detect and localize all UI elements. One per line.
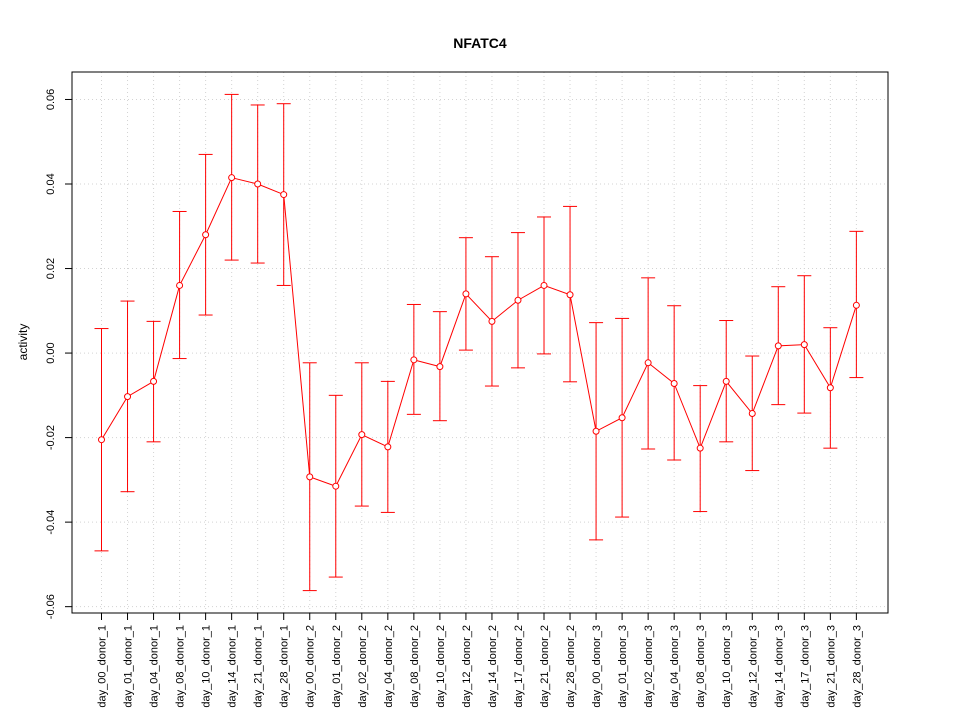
data-point <box>124 393 132 401</box>
x-tick-label: day_02_donor_3 <box>643 625 655 708</box>
y-tick-label: -0.04 <box>45 510 57 535</box>
data-point <box>670 379 678 387</box>
data-point <box>566 291 574 299</box>
y-tick-label: 0.06 <box>45 89 57 110</box>
x-tick-label: day_04_donor_2 <box>383 625 395 708</box>
x-tick-label: day_00_donor_3 <box>591 625 603 708</box>
data-point <box>384 443 392 451</box>
x-tick-label: day_01_donor_1 <box>123 625 135 708</box>
y-axis-label: activity <box>16 324 30 361</box>
x-tick-label: day_12_donor_2 <box>461 625 473 708</box>
y-tick-label: 0.02 <box>45 258 57 279</box>
x-tick-label: day_10_donor_2 <box>435 625 447 708</box>
x-tick-label: day_08_donor_3 <box>695 625 707 708</box>
error-bars <box>94 93 864 592</box>
x-tick-label: day_28_donor_1 <box>279 625 291 708</box>
x-tick-label: day_00_donor_2 <box>305 625 317 708</box>
data-point <box>618 414 626 422</box>
data-point <box>748 410 756 418</box>
data-point <box>254 180 262 188</box>
data-point <box>852 301 860 309</box>
y-tick-label: 0.00 <box>45 342 57 363</box>
y-tick-label: -0.06 <box>45 594 57 619</box>
x-tick-label: day_21_donor_2 <box>539 625 551 708</box>
data-point <box>826 384 834 392</box>
grid <box>72 72 888 613</box>
data-point <box>202 231 210 239</box>
y-tick-label: -0.02 <box>45 425 57 450</box>
x-tick-label: day_02_donor_2 <box>357 625 369 708</box>
x-tick-label: day_04_donor_1 <box>149 625 161 708</box>
x-tick-label: day_01_donor_3 <box>617 625 629 708</box>
x-tick-label: day_14_donor_1 <box>227 625 239 708</box>
data-point <box>514 296 522 304</box>
x-tick-label: day_14_donor_2 <box>487 625 499 708</box>
x-tick-label: day_01_donor_2 <box>331 625 343 708</box>
x-axis: day_00_donor_1 day_01_donor_1 day_04_donor… <box>97 613 863 708</box>
data-point <box>800 341 808 349</box>
data-point <box>176 281 184 289</box>
x-tick-label: day_17_donor_2 <box>513 625 525 708</box>
data-point <box>696 444 704 452</box>
data-point <box>436 363 444 371</box>
x-tick-label: day_21_donor_1 <box>253 625 265 708</box>
data-point <box>592 427 600 435</box>
data-point <box>410 356 418 364</box>
data-point <box>774 342 782 350</box>
x-tick-label: day_17_donor_3 <box>799 625 811 708</box>
x-tick-label: day_28_donor_3 <box>851 625 863 708</box>
x-tick-label: day_10_donor_1 <box>201 625 213 708</box>
x-tick-label: day_28_donor_2 <box>565 625 577 708</box>
data-point <box>488 317 496 325</box>
data-point <box>228 174 236 182</box>
plot-frame <box>71 71 889 614</box>
data-point <box>98 436 105 444</box>
x-tick-label: day_10_donor_3 <box>721 625 733 708</box>
series-line <box>101 177 857 487</box>
data-point <box>280 191 288 199</box>
data-point <box>306 473 314 481</box>
data-point <box>644 359 652 367</box>
data-point <box>540 281 548 289</box>
data-point <box>332 482 340 490</box>
data-point <box>462 290 470 298</box>
data-point <box>150 377 158 385</box>
x-tick-label: day_00_donor_1 <box>97 625 109 708</box>
data-point <box>722 377 730 385</box>
series <box>98 174 860 490</box>
data-point <box>358 431 366 439</box>
x-tick-label: day_08_donor_1 <box>175 625 187 708</box>
y-axis: -0.06 -0.04 -0.02 0.00 0.02 0.04 0.06 <box>45 89 72 619</box>
x-tick-label: day_14_donor_3 <box>773 625 785 708</box>
x-tick-label: day_21_donor_3 <box>825 625 837 708</box>
x-tick-label: day_08_donor_2 <box>409 625 421 708</box>
chart-title: NFATC4 <box>453 35 507 51</box>
x-tick-label: day_12_donor_3 <box>747 625 759 708</box>
y-tick-label: 0.04 <box>45 173 57 194</box>
x-tick-label: day_04_donor_3 <box>669 625 681 708</box>
